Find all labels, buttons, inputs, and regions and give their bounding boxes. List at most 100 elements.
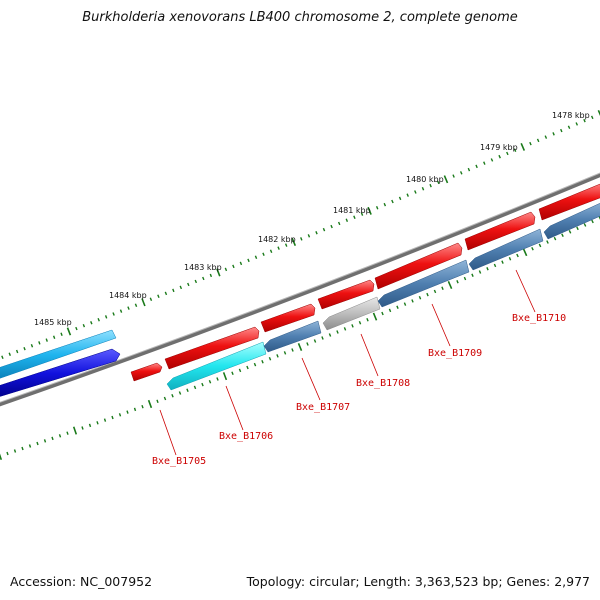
minor-tick bbox=[291, 348, 294, 352]
minor-tick bbox=[538, 243, 542, 248]
minor-tick bbox=[330, 224, 333, 229]
major-tick bbox=[222, 372, 228, 381]
minor-tick bbox=[388, 308, 392, 313]
gene-arrow-bxe-b1710 bbox=[468, 228, 544, 271]
gene-label-bxe-b1705: Bxe_B1705 bbox=[152, 456, 206, 467]
tick-label: 1482 kbp bbox=[258, 235, 296, 244]
minor-tick bbox=[452, 174, 455, 178]
minor-tick bbox=[336, 330, 339, 334]
callout-line-bxe-b1707 bbox=[301, 357, 321, 401]
minor-tick bbox=[82, 323, 86, 328]
major-tick bbox=[297, 342, 303, 352]
minor-tick bbox=[208, 380, 212, 384]
minor-tick bbox=[411, 299, 414, 303]
minor-tick bbox=[216, 377, 219, 381]
callout-line-bxe-b1709 bbox=[431, 303, 451, 347]
minor-tick bbox=[459, 171, 463, 175]
minor-tick bbox=[112, 312, 115, 316]
minor-tick bbox=[141, 404, 144, 409]
minor-tick bbox=[403, 302, 407, 306]
minor-tick bbox=[552, 132, 555, 136]
gene-arrow-red bbox=[260, 303, 316, 333]
callout-line-bxe-b1705 bbox=[159, 409, 177, 456]
minor-tick bbox=[383, 202, 387, 207]
minor-tick bbox=[36, 441, 39, 446]
minor-tick bbox=[254, 255, 258, 260]
minor-tick bbox=[1, 355, 4, 359]
minor-tick bbox=[149, 297, 153, 302]
gene-label-bxe-b1710: Bxe_B1710 bbox=[512, 313, 566, 324]
gene-label-bxe-b1708: Bxe_B1708 bbox=[356, 378, 410, 389]
minor-tick bbox=[262, 252, 265, 256]
minor-tick bbox=[171, 394, 174, 398]
minor-tick bbox=[58, 434, 62, 438]
minor-tick bbox=[567, 125, 571, 129]
minor-tick bbox=[66, 431, 69, 435]
major-tick bbox=[66, 327, 72, 336]
genome-stats-text: Topology: circular; Length: 3,363,523 bp… bbox=[246, 574, 590, 589]
minor-tick bbox=[575, 122, 579, 126]
minor-tick bbox=[418, 296, 422, 300]
minor-tick bbox=[426, 292, 429, 297]
major-tick bbox=[0, 453, 3, 461]
minor-tick bbox=[179, 285, 183, 290]
major-tick bbox=[147, 399, 153, 409]
minor-tick bbox=[193, 385, 197, 390]
tick-label: 1480 kbp bbox=[406, 175, 444, 184]
gene-arrow-bxe-b1707 bbox=[263, 320, 322, 353]
minor-tick bbox=[398, 196, 402, 201]
gene-arrow-red bbox=[538, 183, 600, 221]
minor-tick bbox=[246, 365, 249, 370]
minor-tick bbox=[28, 444, 32, 448]
minor-tick bbox=[21, 446, 24, 451]
major-tick bbox=[372, 312, 378, 321]
minor-tick bbox=[328, 333, 332, 337]
chromosome-backbone bbox=[0, 172, 600, 407]
major-tick bbox=[447, 280, 453, 290]
minor-tick bbox=[381, 311, 384, 316]
minor-tick bbox=[583, 223, 587, 227]
major-tick bbox=[522, 248, 528, 257]
major-tick bbox=[216, 268, 221, 277]
minor-tick bbox=[375, 206, 379, 210]
minor-tick bbox=[501, 260, 504, 264]
minor-tick bbox=[429, 183, 432, 188]
minor-tick bbox=[315, 231, 318, 235]
minor-tick bbox=[513, 148, 517, 152]
minor-tick bbox=[437, 180, 440, 185]
minor-tick bbox=[498, 154, 501, 159]
minor-tick bbox=[353, 215, 356, 219]
gene-arrow-red bbox=[464, 211, 536, 251]
gene-arrow-bxe-b1708 bbox=[322, 296, 381, 331]
minor-tick bbox=[186, 388, 189, 392]
minor-tick bbox=[561, 233, 564, 238]
minor-tick bbox=[253, 362, 257, 367]
minor-tick bbox=[13, 449, 17, 453]
minor-tick bbox=[351, 324, 354, 328]
callout-line-bxe-b1708 bbox=[360, 333, 379, 377]
gene-label-bxe-b1706: Bxe_B1706 bbox=[219, 431, 273, 442]
minor-tick bbox=[433, 289, 437, 294]
minor-tick bbox=[156, 399, 159, 404]
minor-tick bbox=[321, 336, 324, 340]
minor-tick bbox=[283, 351, 287, 355]
minor-tick bbox=[337, 221, 341, 226]
gene-arrow-red bbox=[374, 242, 463, 290]
minor-tick bbox=[391, 199, 394, 204]
tick-label: 1484 kbp bbox=[109, 291, 147, 300]
gene-arrow-bxe-b1705 bbox=[130, 362, 163, 382]
tick-label: 1479 kbp bbox=[480, 143, 518, 152]
major-tick bbox=[367, 206, 372, 215]
gene-arrow-bxe-b1709 bbox=[377, 259, 470, 308]
minor-tick bbox=[306, 342, 309, 346]
minor-tick bbox=[576, 226, 579, 231]
minor-tick bbox=[239, 261, 243, 266]
major-tick bbox=[443, 175, 449, 184]
minor-tick bbox=[343, 327, 347, 331]
minor-tick bbox=[75, 326, 78, 331]
minor-tick bbox=[508, 257, 512, 261]
minor-tick bbox=[88, 423, 92, 428]
minor-tick bbox=[544, 135, 548, 139]
minor-tick bbox=[467, 167, 471, 172]
minor-tick bbox=[471, 273, 474, 277]
